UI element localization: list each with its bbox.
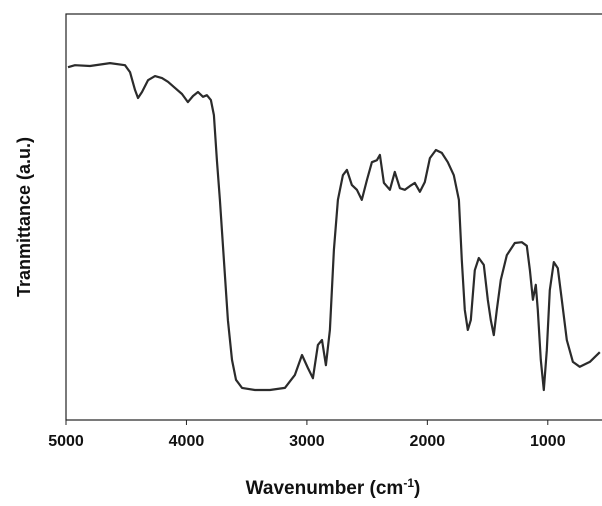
x-tick-label: 5000 [48,433,84,450]
x-axis-label-sup: -1 [403,476,414,490]
x-tick-label: 1000 [530,433,566,450]
y-axis-label: Tranmittance (a.u.) [14,137,34,297]
x-tick-label: 3000 [289,433,325,450]
x-axis-label: Wavenumber (cm-1) [246,476,421,499]
x-tick-label: 4000 [169,433,205,450]
spectrum-line [67,62,601,392]
plot-frame [65,13,602,421]
x-axis-label-text: Wavenumber (cm [246,478,404,499]
x-axis-label-suffix: ) [414,478,420,499]
x-tick-label: 2000 [410,433,446,450]
